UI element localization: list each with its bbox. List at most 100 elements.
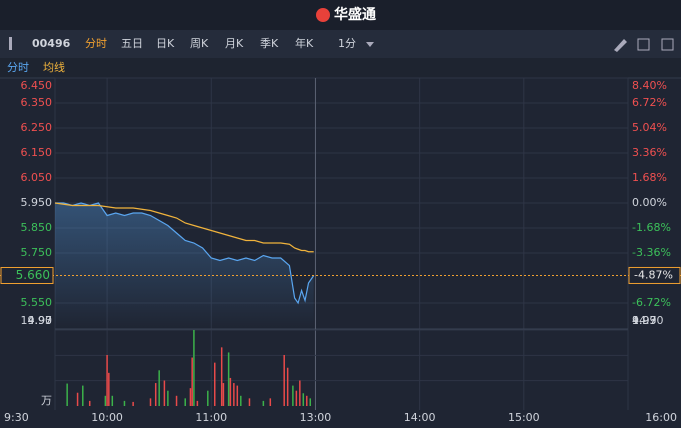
- y-tick-label: 6.050: [21, 171, 53, 184]
- volume-bar: [149, 398, 152, 406]
- volume-bar: [189, 388, 192, 406]
- logo-icon: [316, 8, 330, 22]
- toolbar: [0, 30, 681, 58]
- volume-bar: [248, 398, 251, 406]
- volume-bar: [108, 372, 110, 406]
- last-price-box: [0, 267, 54, 284]
- x-tick-label: 11:00: [195, 411, 227, 424]
- volume-bar: [283, 354, 285, 406]
- fullscreen-icon[interactable]: [637, 38, 650, 51]
- volume-bar: [167, 390, 169, 406]
- y2-tick-label: 5.04%: [632, 121, 667, 134]
- volume-bar: [193, 330, 195, 406]
- tab[interactable]: 周K: [190, 37, 209, 50]
- volume-bar: [88, 400, 91, 406]
- y2-tick-label: 9.93: [632, 314, 657, 327]
- volume-bar: [233, 383, 235, 406]
- y2-tick-label: -3.36%: [632, 246, 671, 259]
- volume-bar: [309, 398, 311, 406]
- y2-tick-label: 4.97: [632, 314, 657, 327]
- volume-bar: [229, 377, 232, 406]
- y-tick-label: 6.450: [21, 79, 53, 92]
- logo: 华盛通: [334, 6, 376, 23]
- collapse-icon[interactable]: [9, 37, 12, 50]
- series-line: [55, 202, 315, 305]
- y-tick-label: 5.750: [21, 246, 53, 259]
- tab[interactable]: 五日: [121, 37, 143, 50]
- volume-bar: [191, 357, 193, 406]
- volume-bar: [286, 367, 289, 406]
- x-tick-label: 10:00: [91, 411, 123, 424]
- price-area: [55, 203, 314, 328]
- volume-bar: [220, 347, 223, 406]
- x-tick-label: 9:30: [4, 411, 29, 424]
- volume-bar: [158, 370, 160, 406]
- y-tick-label: 6.250: [21, 121, 53, 134]
- volume-bar: [132, 401, 134, 406]
- tab[interactable]: 年K: [295, 36, 314, 50]
- tab[interactable]: 月K: [225, 37, 244, 50]
- x-tick-label: 16:00: [645, 411, 677, 424]
- y-tick-label: 6.150: [21, 146, 53, 159]
- legend-entry: 分时: [7, 61, 29, 74]
- y2-tick-label: 6.72%: [632, 96, 667, 109]
- dropdown-icon[interactable]: [366, 42, 374, 47]
- legend-entry: 均线: [43, 60, 65, 74]
- volume-bar: [292, 385, 294, 406]
- volume-bar: [302, 393, 305, 406]
- tab[interactable]: 季K: [260, 37, 279, 50]
- last-change-label: -4.87%: [634, 268, 673, 281]
- volume-unit: 万: [41, 394, 52, 407]
- volume-bar: [76, 392, 79, 406]
- y-tick-label: 9.93: [28, 314, 53, 327]
- volume-bar: [154, 383, 157, 406]
- y-tick-label: 4.97: [28, 314, 53, 327]
- y2-tick-label: 0.00%: [632, 196, 667, 209]
- y2-tick-label: 1.68%: [632, 171, 667, 184]
- volume-bar: [227, 352, 230, 406]
- volume-bar: [163, 380, 166, 406]
- volume-bar: [269, 398, 272, 406]
- y2-tick-label: 14.90: [632, 314, 664, 327]
- volume-bar: [196, 400, 199, 406]
- volume-bar: [236, 385, 239, 406]
- volume-bar: [82, 385, 84, 406]
- legend-bar: [0, 58, 681, 78]
- volume-bar: [175, 395, 178, 406]
- expand-icon[interactable]: [661, 38, 674, 51]
- volume-bar: [123, 400, 126, 406]
- y-tick-label: 5.550: [21, 296, 53, 309]
- y-tick-label: 5.950: [21, 196, 53, 209]
- volume-bar: [262, 400, 265, 406]
- volume-bar: [299, 380, 301, 406]
- top-bar: [0, 0, 681, 30]
- volume-bar: [213, 362, 216, 406]
- volume-bar: [66, 383, 68, 406]
- volume-bar: [222, 383, 225, 406]
- tabs: 分时 五日 日K 周K 月K 季K 年K: [85, 36, 314, 50]
- volume-bar: [207, 390, 209, 406]
- tab[interactable]: 分时: [85, 37, 107, 50]
- volume-bar: [111, 395, 114, 406]
- volume-bar: [295, 390, 298, 406]
- tab[interactable]: 日K: [156, 37, 175, 50]
- volume-bar: [184, 398, 186, 406]
- stock-code: 00496: [32, 37, 71, 50]
- interval[interactable]: 1分: [338, 37, 356, 50]
- y-tick-label: 14.90: [21, 314, 53, 327]
- y2-tick-label: 3.36%: [632, 146, 667, 159]
- y2-tick-label: 8.40%: [632, 79, 667, 92]
- y-tick-label: 5.850: [21, 221, 53, 234]
- volume-bar: [240, 395, 242, 406]
- y2-tick-label: -1.68%: [632, 221, 671, 234]
- last-change-box: [628, 266, 681, 284]
- series-line: [54, 202, 314, 253]
- volume-bar: [106, 354, 108, 406]
- draw-icon[interactable]: [614, 39, 627, 52]
- volume-bar: [306, 395, 308, 406]
- x-tick-label: 14:00: [404, 411, 436, 424]
- y2-tick-label: -6.72%: [632, 296, 671, 309]
- last-price-label: 5.660: [16, 268, 50, 282]
- x-tick-label: 13:00: [300, 411, 332, 424]
